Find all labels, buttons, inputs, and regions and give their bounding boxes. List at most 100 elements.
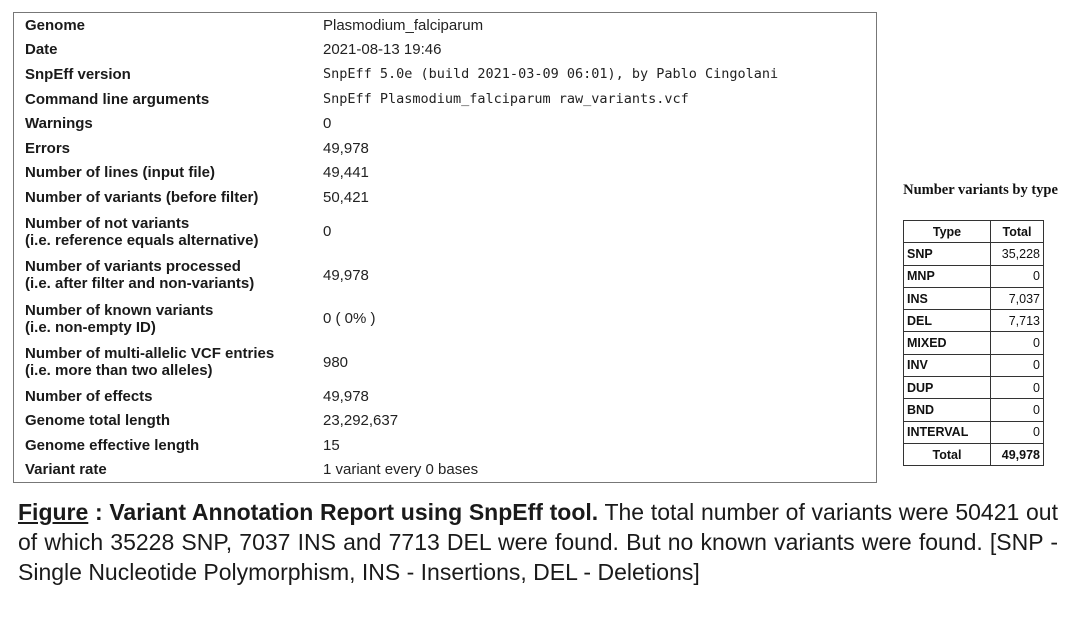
summary-label: Genome total length	[14, 412, 323, 429]
summary-value: SnpEff Plasmodium_falciparum raw_variant…	[323, 91, 689, 108]
summary-row: SnpEff version SnpEff 5.0e (build 2021-03…	[14, 62, 876, 87]
summary-label-text: Number of known variants	[25, 301, 214, 319]
summary-value: 0	[323, 223, 332, 240]
summary-row: Genome Plasmodium_falciparum	[14, 13, 876, 38]
summary-label: Number of variants (before filter)	[14, 189, 323, 206]
type-column-header: Type	[903, 219, 991, 244]
summary-label-text: Number of not variants	[25, 214, 190, 232]
summary-label-text: Number of effects	[25, 387, 153, 405]
summary-label: Genome effective length	[14, 437, 323, 454]
summary-row: Errors 49,978	[14, 136, 876, 161]
total-cell: 0	[990, 420, 1044, 444]
summary-value: 980	[323, 353, 349, 371]
type-cell: DUP	[903, 376, 991, 400]
summary-value: 49,978	[323, 266, 369, 284]
total-cell: 0	[990, 331, 1044, 355]
summary-row: Number of variants (before filter) 50,421	[14, 185, 876, 210]
type-cell: SNP	[903, 242, 991, 266]
total-cell: 7,713	[990, 309, 1044, 333]
summary-label-text: Errors	[25, 139, 71, 157]
type-cell: INS	[903, 286, 991, 311]
summary-row: Number of known variants (i.e. non-empty …	[14, 297, 876, 341]
summary-row: Number of multi-allelic VCF entries (i.e.…	[14, 340, 876, 384]
total-cell: 0	[990, 376, 1044, 400]
total-cell: 35,228	[990, 242, 1044, 266]
type-cell: INV	[903, 353, 991, 378]
summary-row: Genome total length 23,292,637	[14, 408, 876, 433]
summary-label: Errors	[14, 140, 323, 157]
summary-value: 2021-08-13 19:46	[323, 41, 442, 59]
summary-label-text: Number of variants processed	[25, 258, 241, 275]
type-cell: INTERVAL	[903, 420, 991, 444]
type-row: INTERVAL 0	[903, 420, 1044, 444]
type-row: INS 7,037	[903, 286, 1044, 311]
type-cell: MIXED	[903, 331, 991, 355]
summary-row: Date 2021-08-13 19:46	[14, 38, 876, 63]
summary-label-text: Number of variants (before filter)	[25, 188, 259, 206]
type-cell: MNP	[903, 264, 991, 288]
summary-sublabel-text: (i.e. after filter and non-variants)	[25, 275, 255, 292]
caption-text: The total number of variants were 50421 …	[18, 499, 1058, 585]
summary-label: Number of multi-allelic VCF entries (i.e.…	[14, 345, 323, 379]
summary-value: Plasmodium_falciparum	[323, 16, 484, 34]
summary-row: Number of not variants (i.e. reference eq…	[14, 210, 876, 254]
type-row: DUP 0	[903, 376, 1044, 400]
type-cell: BND	[903, 398, 991, 422]
summary-sublabel-text: (i.e. non-empty ID)	[25, 318, 156, 336]
summary-label: Date	[14, 41, 323, 58]
summary-label: Number of known variants (i.e. non-empty …	[14, 302, 323, 336]
summary-label-text: Command line arguments	[25, 90, 210, 108]
summary-label-text: Number of multi-allelic VCF entries	[25, 345, 275, 362]
summary-label-text: Date	[25, 41, 58, 59]
type-row: MNP 0	[903, 264, 1044, 288]
summary-row: Command line arguments SnpEff Plasmodium_…	[14, 87, 876, 112]
type-cell: DEL	[903, 309, 991, 333]
summary-value: 0 ( 0% )	[323, 310, 376, 327]
snpeff-summary-table: Genome Plasmodium_falciparum Date 2021-08-1…	[13, 12, 877, 484]
caption-separator: :	[88, 499, 110, 525]
type-row: INV 0	[903, 353, 1044, 378]
type-row: BND 0	[903, 398, 1044, 422]
total-row: Total 49,978	[903, 442, 1044, 467]
total-value-cell: 49,978	[990, 442, 1044, 467]
summary-sublabel-text: (i.e. more than two alleles)	[25, 362, 213, 379]
caption-title: Variant Annotation Report using SnpEff t…	[109, 499, 599, 525]
total-cell: 0	[990, 353, 1044, 378]
summary-sublabel-text: (i.e. reference equals alternative)	[25, 231, 259, 249]
summary-value: 23,292,637	[323, 412, 399, 430]
summary-label: Number of lines (input file)	[14, 164, 323, 181]
total-cell: 0	[990, 398, 1044, 422]
summary-value: SnpEff 5.0e (build 2021-03-09 06:01), by…	[323, 66, 779, 83]
summary-label-text: Genome effective length	[25, 436, 200, 454]
variants-by-type-title: Number variants by type	[903, 182, 1058, 198]
summary-label: Number of variants processed (i.e. after …	[14, 258, 323, 292]
summary-label-text: Variant rate	[25, 461, 107, 479]
type-row: SNP 35,228	[903, 242, 1044, 266]
variants-by-type-table: Type Total SNP 35,228 MNP 0 INS 7,037 DEL 7,713…	[903, 219, 1044, 467]
total-label-cell: Total	[903, 442, 991, 467]
summary-value: 15	[323, 436, 340, 454]
total-cell: 7,037	[990, 286, 1044, 311]
summary-row: Warnings 0	[14, 111, 876, 136]
caption-label: Figure	[18, 499, 89, 525]
summary-row: Variant rate 1 variant every 0 bases	[14, 458, 876, 483]
summary-row: Genome effective length 15	[14, 433, 876, 458]
summary-label: Number of effects	[14, 388, 323, 405]
summary-label-text: SnpEff version	[25, 65, 131, 83]
summary-label: Warnings	[14, 115, 323, 132]
figure-caption: Figure : Variant Annotation Report using…	[18, 497, 1058, 587]
summary-label: Command line arguments	[14, 91, 323, 108]
summary-label-text: Genome total length	[25, 412, 171, 430]
summary-value: 49,978	[323, 387, 369, 405]
summary-label-text: Genome	[25, 16, 86, 34]
summary-label-text: Number of lines (input file)	[25, 164, 215, 182]
type-table-header-row: Type Total	[903, 219, 1044, 244]
summary-value: 49,978	[323, 139, 369, 157]
summary-value: 1 variant every 0 bases	[323, 461, 479, 479]
summary-label: Variant rate	[14, 461, 323, 478]
summary-value: 0	[323, 115, 332, 133]
summary-value: 50,421	[323, 188, 369, 206]
summary-label: Number of not variants (i.e. reference eq…	[14, 215, 323, 249]
summary-row: Number of variants processed (i.e. after …	[14, 253, 876, 297]
summary-row: Number of lines (input file) 49,441	[14, 161, 876, 186]
